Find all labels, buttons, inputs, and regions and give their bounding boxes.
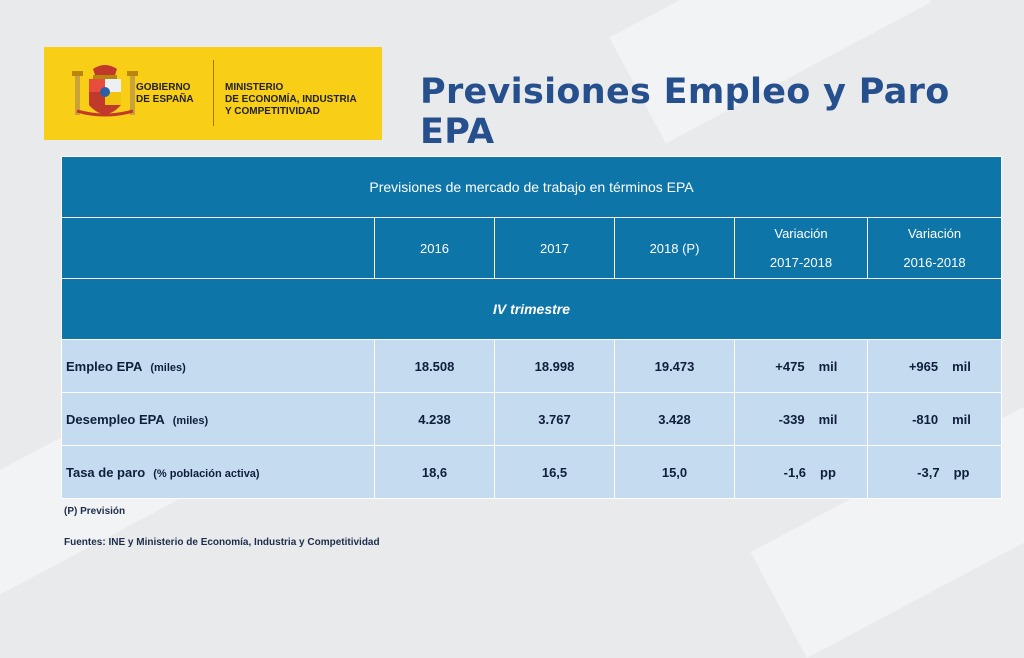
- row-label: Tasa de paro (% población activa): [61, 445, 375, 499]
- variation-cell: -1,6 pp: [734, 445, 868, 499]
- value-cell: 15,0: [614, 445, 735, 499]
- table-row: Desempleo EPA (miles) 4.238 3.767 3.428 -…: [61, 392, 1003, 446]
- value-cell: 3.767: [494, 392, 615, 446]
- period-label: IV trimestre: [60, 278, 1003, 340]
- year-header: 2016: [374, 217, 495, 279]
- slide-title: Previsiones Empleo y Paro EPA: [420, 72, 950, 152]
- row-label: Empleo EPA (miles): [61, 339, 375, 393]
- year-header: 2017: [494, 217, 615, 279]
- value-cell: 18,6: [374, 445, 495, 499]
- variation-cell: -810 mil: [866, 392, 1003, 446]
- value-cell: 18.998: [494, 339, 615, 393]
- table-caption: Previsiones de mercado de trabajo en tér…: [60, 156, 1003, 218]
- value-cell: 19.473: [614, 339, 735, 393]
- variation-header: Variación 2016-2018: [866, 217, 1003, 279]
- year-header: 2018 (P): [614, 217, 735, 279]
- value-cell: 4.238: [374, 392, 495, 446]
- value-cell: 16,5: [494, 445, 615, 499]
- government-logo: GOBIERNO DE ESPAÑA MINISTERIO DE ECONOMÍ…: [44, 47, 382, 140]
- variation-header: Variación 2017-2018: [734, 217, 868, 279]
- coat-of-arms-icon: [72, 65, 138, 117]
- unit-note: (miles): [172, 414, 209, 427]
- variation-cell: -3,7 pp: [866, 445, 1003, 499]
- government-name: GOBIERNO DE ESPAÑA: [136, 82, 194, 105]
- value-cell: 3.428: [614, 392, 735, 446]
- variation-cell: +965 mil: [866, 339, 1003, 393]
- table-row: Empleo EPA (miles) 18.508 18.998 19.473 +…: [61, 339, 1003, 393]
- value-cell: 18.508: [374, 339, 495, 393]
- forecast-footnote: (P) Previsión: [64, 506, 126, 517]
- row-label: Desempleo EPA (miles): [61, 392, 375, 446]
- sources-footnote: Fuentes: INE y Ministerio de Economía, I…: [64, 537, 380, 548]
- variation-cell: +475 mil: [734, 339, 868, 393]
- variation-cell: -339 mil: [734, 392, 868, 446]
- empty-header-cell: [61, 217, 375, 279]
- unit-note: (miles): [150, 361, 186, 374]
- table-row: Tasa de paro (% población activa) 18,6 16…: [61, 445, 1003, 499]
- unit-note: (% población activa): [153, 467, 260, 480]
- logo-divider: [213, 60, 214, 126]
- forecast-table: Previsiones de mercado de trabajo en tér…: [60, 156, 1003, 499]
- ministry-name: MINISTERIO DE ECONOMÍA, INDUSTRIA Y COMP…: [225, 82, 357, 117]
